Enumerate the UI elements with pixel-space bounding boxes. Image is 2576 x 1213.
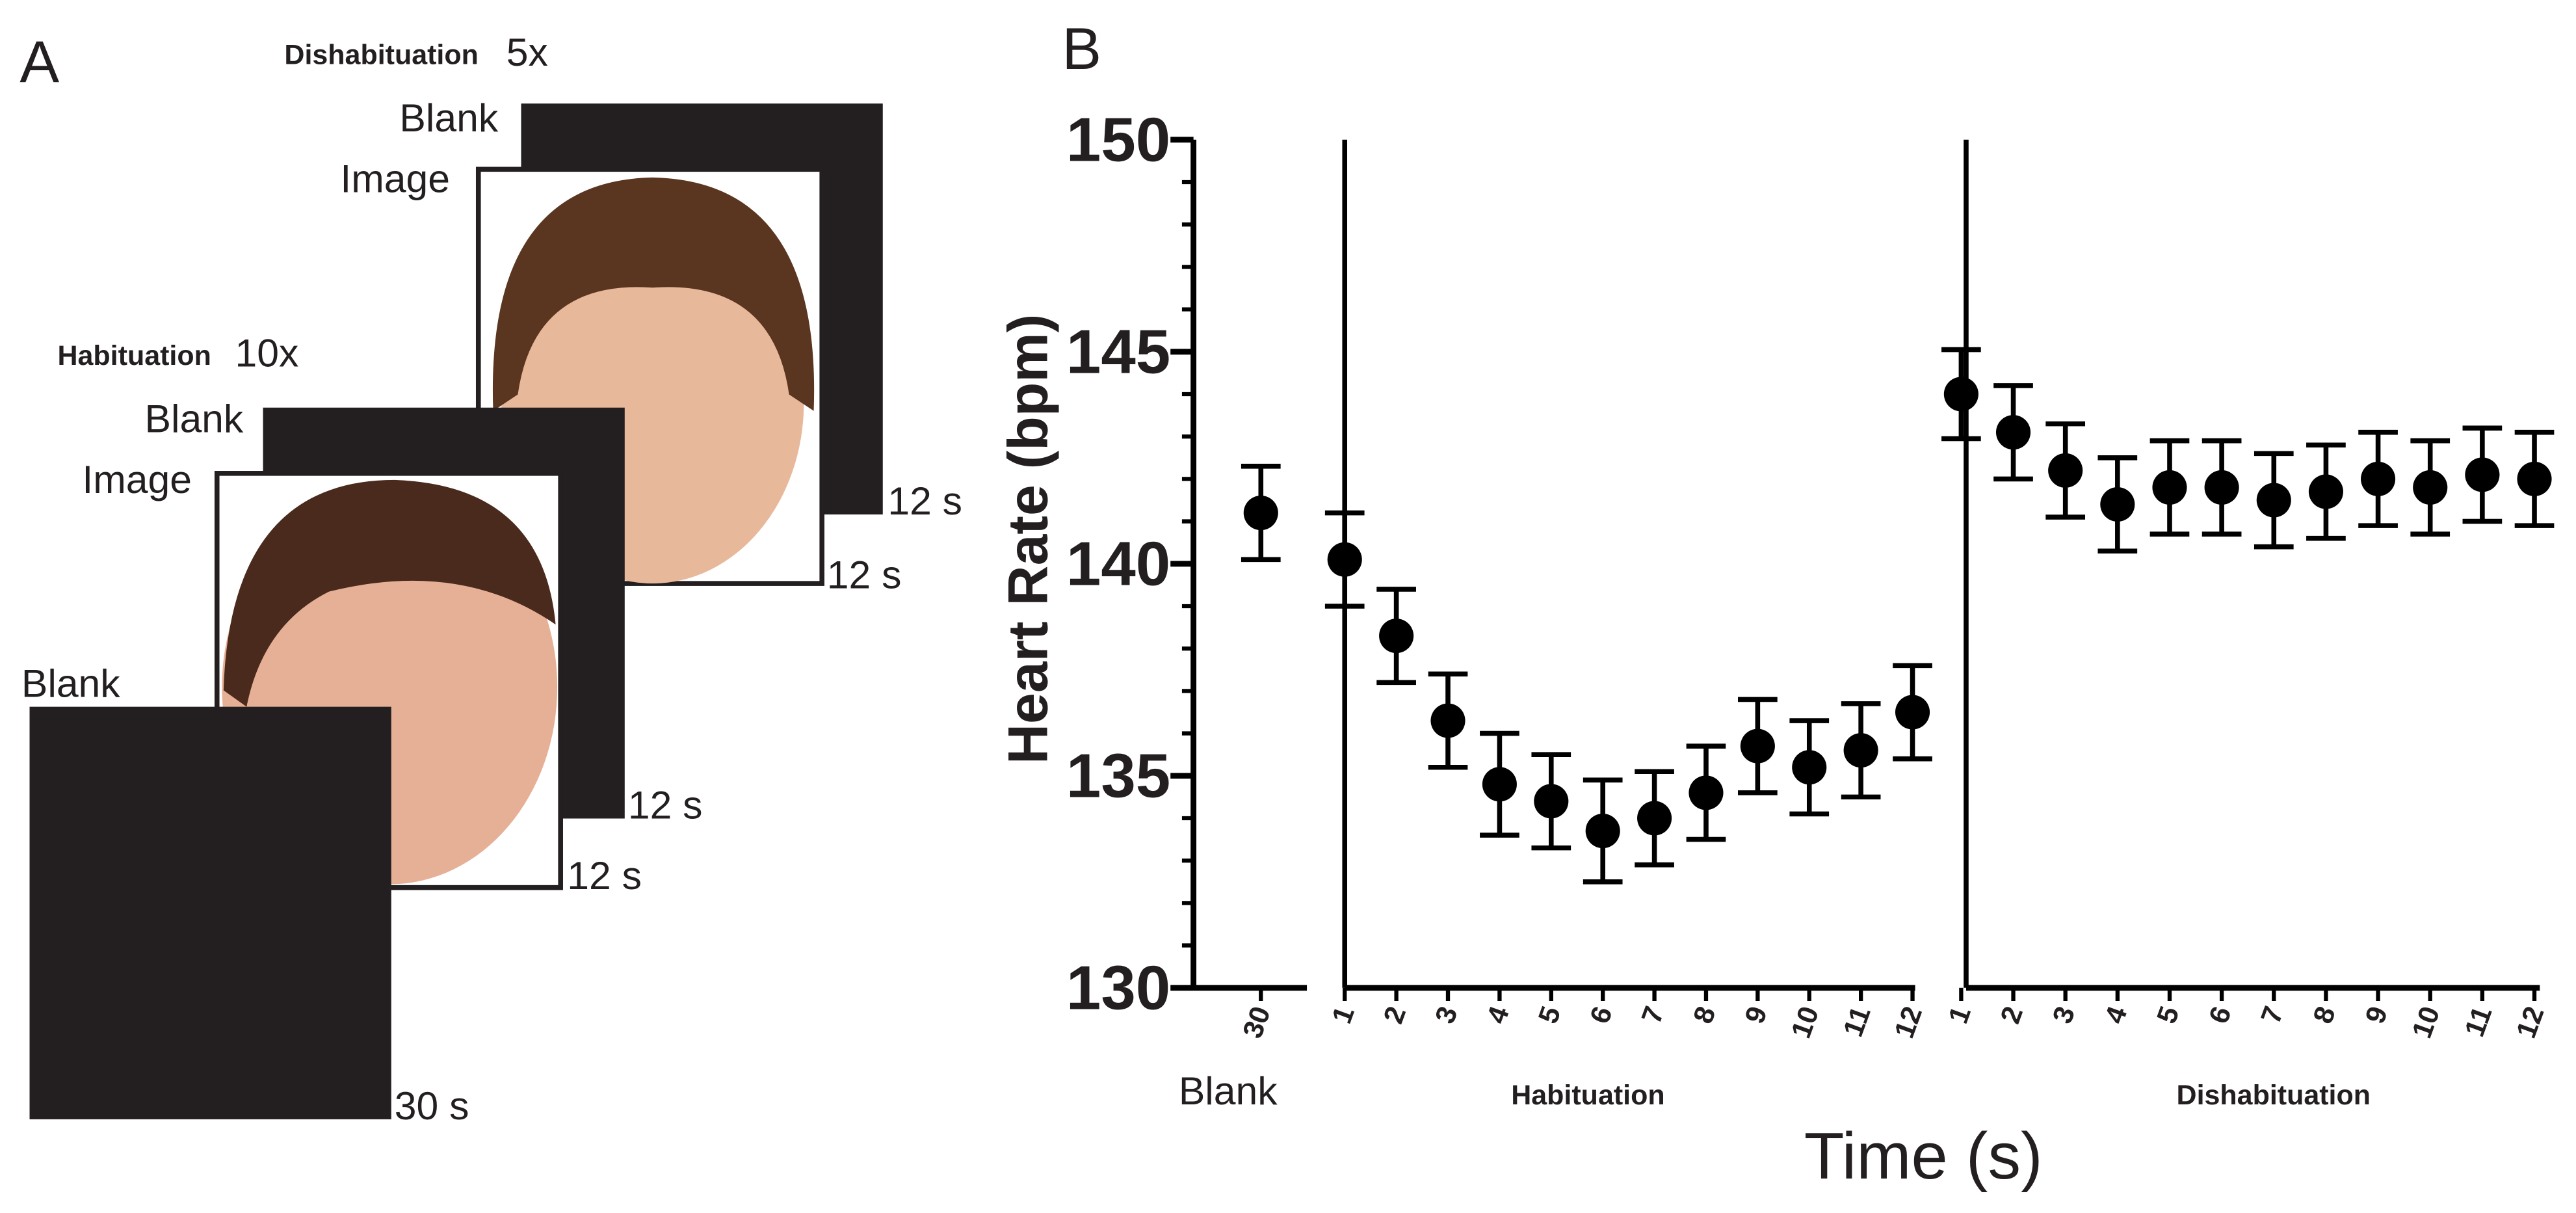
point	[1895, 695, 1930, 730]
x-tick-label: 9	[2359, 1002, 2394, 1028]
x-tick-label: 4	[1481, 1002, 1516, 1028]
point	[1430, 703, 1465, 738]
point	[1689, 775, 1724, 810]
y-tick-label: 145	[1066, 317, 1170, 387]
group-label: Dishabituation	[2177, 1080, 2371, 1111]
point	[1243, 496, 1278, 531]
x-tick-label: 11	[1837, 1002, 1877, 1041]
duration: 12 s	[567, 853, 642, 898]
duration: 12 s	[827, 553, 902, 597]
x-tick-label: 1	[1326, 1002, 1361, 1028]
x-tick-label: 5	[1532, 1002, 1567, 1028]
x-tick-label: 12	[2510, 1002, 2550, 1042]
duration: 12 s	[628, 783, 703, 827]
point	[2204, 470, 2239, 505]
point	[1637, 801, 1672, 836]
point	[2048, 453, 2083, 488]
x-tick-label: 5	[2151, 1002, 2185, 1028]
y-tick-label: 130	[1066, 953, 1170, 1023]
x-tick-label: 9	[1739, 1002, 1774, 1028]
point	[2152, 470, 2187, 505]
x-tick-label: 7	[1636, 1002, 1670, 1028]
y-axis-title: Heart Rate (bpm)	[997, 314, 1060, 764]
point	[2100, 487, 2135, 522]
panel-b: B Time (s) Heart Rate (bpm) 130135140145…	[997, 16, 2555, 1193]
panel-label: B	[1062, 16, 1101, 82]
point	[1995, 415, 2031, 450]
screen-label: Image	[340, 157, 450, 201]
stage-title: Dishabituation	[284, 40, 478, 71]
panel-label: A	[20, 29, 59, 95]
screen-label: Blank	[144, 397, 243, 441]
duration: 30 s	[395, 1084, 469, 1128]
point	[2517, 461, 2552, 496]
duration: 12 s	[887, 479, 962, 523]
stage-title: Habituation	[57, 340, 211, 371]
point	[1379, 619, 1414, 654]
x-tick-label: 6	[2203, 1002, 2237, 1028]
point	[1482, 767, 1517, 802]
x-axis-title: Time (s)	[1804, 1119, 2043, 1193]
x-tick-label: 7	[2255, 1002, 2290, 1028]
point	[2413, 470, 2448, 505]
point	[1792, 750, 1827, 785]
screen-label: Blank	[399, 96, 498, 140]
point	[2308, 474, 2343, 509]
x-tick-label: 3	[1429, 1002, 1464, 1028]
x-tick-label: 11	[2459, 1002, 2499, 1041]
x-tick-label: 2	[1378, 1002, 1412, 1028]
panel-a: A Dishabituation 5x Blank 12 s Image 12 …	[20, 29, 962, 1128]
screen-label: Blank	[21, 661, 120, 706]
x-tick-label: 8	[1687, 1002, 1722, 1028]
y-tick-label: 150	[1066, 105, 1170, 175]
stage-repeat: 5x	[506, 30, 548, 74]
point	[1534, 784, 1569, 819]
point	[2465, 457, 2500, 492]
stage-repeat: 10x	[235, 331, 299, 375]
x-tick-label: 6	[1584, 1002, 1618, 1028]
group-label: Blank	[1179, 1069, 1278, 1113]
point	[1843, 733, 1878, 768]
x-tick-label: 2	[1995, 1002, 2029, 1028]
x-tick-label: 8	[2307, 1002, 2342, 1028]
x-tick-label: 10	[1785, 1002, 1825, 1042]
x-tick-label: 12	[1889, 1002, 1928, 1042]
y-tick-label: 135	[1066, 741, 1170, 811]
point	[2256, 483, 2291, 518]
point	[1943, 377, 1978, 412]
x-tick-label: 4	[2099, 1002, 2133, 1028]
screen-label: Image	[82, 457, 192, 501]
x-tick-label: 1	[1943, 1002, 1977, 1028]
blank-screen	[29, 706, 391, 1119]
x-tick-label: 10	[2406, 1002, 2446, 1042]
x-tick-label: 3	[2047, 1002, 2081, 1028]
point	[1327, 542, 1362, 577]
point	[1740, 728, 1775, 764]
y-tick-label: 140	[1066, 529, 1170, 599]
point	[1585, 814, 1620, 849]
x-tick-label: 30	[1237, 1002, 1276, 1042]
point	[2361, 461, 2396, 496]
group-label: Habituation	[1511, 1080, 1664, 1111]
